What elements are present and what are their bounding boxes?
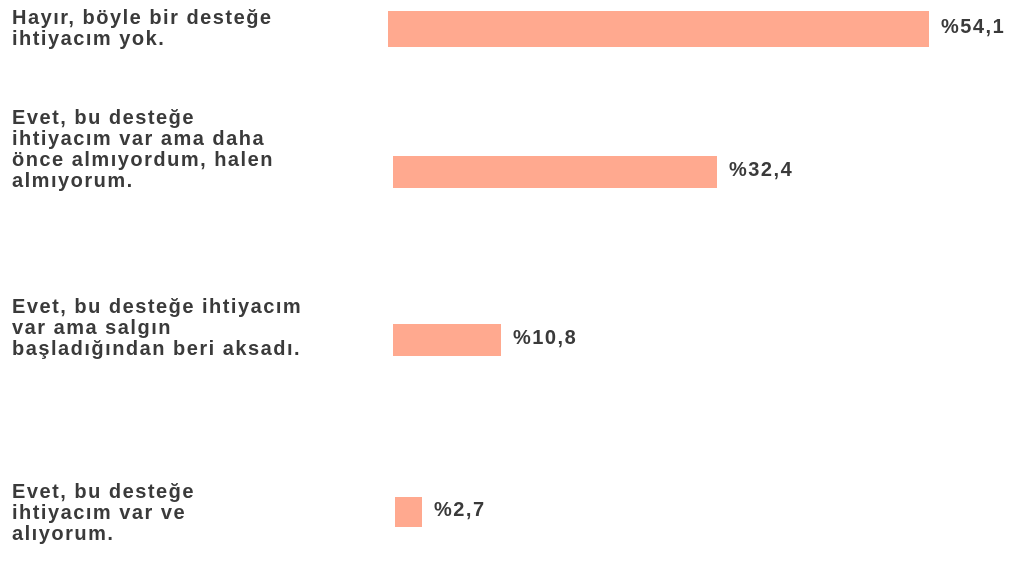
bar [393, 156, 717, 188]
category-label: Evet, bu desteğe ihtiyacım var ama daha … [12, 107, 274, 192]
category-label: Hayır, böyle bir desteğe ihtiyacım yok. [12, 7, 273, 50]
bar [388, 11, 929, 47]
value-label: %2,7 [434, 499, 486, 521]
bar [393, 324, 501, 356]
bar [395, 497, 422, 527]
value-label: %54,1 [941, 16, 1006, 38]
category-label: Evet, bu desteğe ihtiyacım var ve alıyor… [12, 481, 195, 545]
value-label: %10,8 [513, 327, 578, 349]
value-label: %32,4 [729, 159, 794, 181]
category-label: Evet, bu desteğe ihtiyacım var ama salgı… [12, 296, 303, 360]
